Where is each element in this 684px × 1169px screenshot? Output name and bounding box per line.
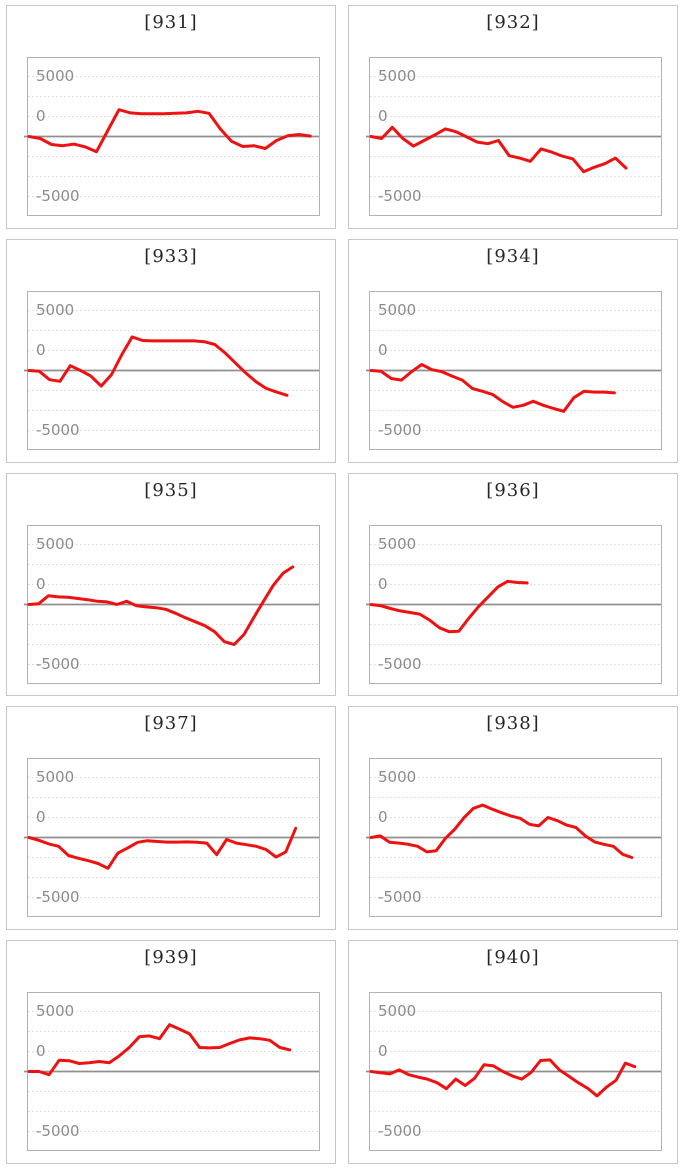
y-tick-label: -5000 bbox=[36, 888, 80, 907]
chart-panel: [936] 5000 0 -5000 bbox=[348, 472, 678, 697]
y-tick-label: 0 bbox=[378, 1042, 388, 1061]
plot-area: 5000 0 -5000 bbox=[24, 992, 320, 1152]
chart-title: [931] bbox=[144, 12, 198, 33]
slump-graph bbox=[366, 309, 661, 431]
chart-cell: [931] 5000 0 -5000 bbox=[0, 0, 342, 234]
chart-panel: [932] 5000 0 -5000 bbox=[348, 5, 678, 229]
chart-title: [933] bbox=[144, 245, 198, 267]
plot-area: 5000 0 -5000 bbox=[24, 290, 320, 450]
series-line bbox=[27, 1023, 292, 1077]
y-tick-label: -5000 bbox=[36, 420, 80, 439]
chart-title: [934] bbox=[486, 245, 540, 267]
y-tick-label: -5000 bbox=[378, 420, 422, 439]
y-tick-label: -5000 bbox=[36, 654, 80, 673]
chart-cell: [933] 5000 0 -5000 bbox=[0, 234, 342, 468]
series-line bbox=[27, 335, 289, 397]
chart-title: [940] bbox=[486, 947, 540, 969]
y-tick-label: -5000 bbox=[378, 654, 422, 673]
y-tick-label: 0 bbox=[378, 340, 388, 359]
chart-title: [939] bbox=[144, 947, 198, 969]
chart-cell: [932] 5000 0 -5000 bbox=[342, 0, 684, 234]
chart-title: [935] bbox=[144, 479, 198, 501]
y-tick-label: 5000 bbox=[378, 768, 417, 787]
chart-panel: [939] 5000 0 -5000 bbox=[6, 940, 336, 1164]
y-tick-label: 0 bbox=[36, 808, 46, 827]
chart-cell: [936] 5000 0 -5000 bbox=[342, 468, 684, 702]
plot-area: 5000 0 -5000 bbox=[366, 524, 662, 684]
series-line bbox=[369, 803, 634, 860]
y-tick-label: 0 bbox=[36, 1042, 46, 1061]
chart-panel: [935] 5000 0 -5000 bbox=[6, 472, 336, 697]
chart-title: [937] bbox=[144, 713, 198, 735]
y-tick-label: 5000 bbox=[36, 534, 75, 553]
slump-graph bbox=[24, 777, 319, 899]
chart-panel: [938] 5000 0 -5000 bbox=[348, 706, 678, 931]
plot-area: 5000 0 -5000 bbox=[24, 524, 320, 684]
series-line bbox=[369, 579, 529, 633]
plot-area: 5000 0 -5000 bbox=[366, 290, 662, 450]
series-line bbox=[27, 827, 298, 871]
slump-graph bbox=[24, 1011, 319, 1133]
plot-area: 5000 0 -5000 bbox=[366, 992, 662, 1152]
y-tick-label: 0 bbox=[378, 107, 388, 125]
chart-cell: [938] 5000 0 -5000 bbox=[342, 701, 684, 935]
y-tick-label: -5000 bbox=[36, 1122, 80, 1141]
y-tick-label: 0 bbox=[36, 574, 46, 593]
y-tick-label: 5000 bbox=[378, 534, 417, 553]
y-tick-label: -5000 bbox=[378, 888, 422, 907]
y-tick-label: 5000 bbox=[378, 1002, 417, 1021]
slump-graph bbox=[24, 543, 319, 665]
y-tick-label: 5000 bbox=[378, 67, 417, 85]
y-tick-label: 0 bbox=[378, 808, 388, 827]
chart-cell: [940] 5000 0 -5000 bbox=[342, 935, 684, 1169]
y-tick-label: -5000 bbox=[378, 1122, 422, 1141]
plot-area: 5000 0 -5000 bbox=[24, 758, 320, 918]
y-tick-label: 5000 bbox=[36, 67, 75, 85]
chart-title: [936] bbox=[486, 479, 540, 501]
chart-cell: [934] 5000 0 -5000 bbox=[342, 234, 684, 468]
slump-graph bbox=[366, 777, 661, 899]
series-line bbox=[27, 564, 295, 646]
chart-panel: [940] 5000 0 -5000 bbox=[348, 940, 678, 1164]
y-tick-label: 5000 bbox=[36, 300, 75, 319]
y-tick-label: 0 bbox=[378, 574, 388, 593]
slump-graph bbox=[24, 309, 319, 431]
plot-area: 5000 0 -5000 bbox=[366, 57, 662, 216]
slump-graph bbox=[366, 543, 661, 665]
chart-title: [932] bbox=[486, 12, 540, 33]
plot-area: 5000 0 -5000 bbox=[24, 57, 320, 216]
y-tick-label: -5000 bbox=[36, 187, 80, 205]
y-tick-label: 0 bbox=[36, 107, 46, 125]
chart-panel: [933] 5000 0 -5000 bbox=[6, 238, 336, 463]
chart-panel: [937] 5000 0 -5000 bbox=[6, 706, 336, 931]
y-tick-label: -5000 bbox=[378, 187, 422, 205]
y-tick-label: 5000 bbox=[36, 768, 75, 787]
chart-title: [938] bbox=[486, 713, 540, 735]
series-line bbox=[27, 108, 312, 154]
y-tick-label: 5000 bbox=[378, 300, 417, 319]
chart-cell: [935] 5000 0 -5000 bbox=[0, 468, 342, 702]
slump-graph bbox=[24, 76, 319, 197]
plot-area: 5000 0 -5000 bbox=[366, 758, 662, 918]
y-tick-label: 0 bbox=[36, 340, 46, 359]
series-line bbox=[369, 362, 616, 413]
series-line bbox=[369, 125, 628, 174]
series-line bbox=[369, 1058, 637, 1098]
slump-graph bbox=[366, 76, 661, 197]
chart-panel: [934] 5000 0 -5000 bbox=[348, 238, 678, 463]
chart-cell: [937] 5000 0 -5000 bbox=[0, 701, 342, 935]
slump-graph bbox=[366, 1011, 661, 1133]
y-tick-label: 5000 bbox=[36, 1002, 75, 1021]
chart-cell: [939] 5000 0 -5000 bbox=[0, 935, 342, 1169]
chart-panel: [931] 5000 0 -5000 bbox=[6, 5, 336, 229]
